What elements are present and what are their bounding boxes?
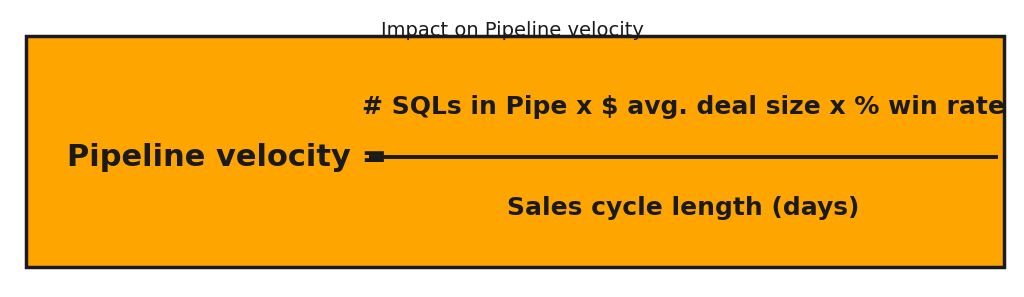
FancyBboxPatch shape [26, 36, 1004, 267]
Text: # SQLs in Pipe x $ avg. deal size x % win rate: # SQLs in Pipe x $ avg. deal size x % wi… [362, 95, 1005, 119]
Text: Pipeline velocity =: Pipeline velocity = [67, 143, 387, 172]
Text: Sales cycle length (days): Sales cycle length (days) [507, 196, 860, 220]
Text: Impact on Pipeline velocity: Impact on Pipeline velocity [381, 21, 643, 40]
